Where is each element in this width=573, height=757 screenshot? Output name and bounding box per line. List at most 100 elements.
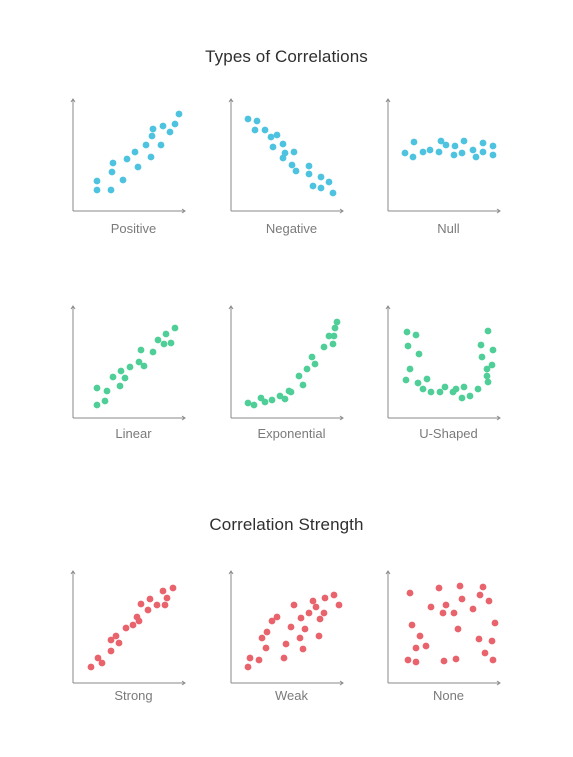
data-point	[412, 644, 420, 652]
data-point	[404, 656, 412, 664]
y-axis-arrow	[70, 305, 76, 310]
data-point	[134, 163, 142, 171]
data-point	[163, 594, 171, 602]
data-point	[171, 324, 179, 332]
data-point	[317, 184, 325, 192]
plot-label-positive: Positive	[110, 221, 157, 236]
data-point	[93, 401, 101, 409]
data-point	[408, 621, 416, 629]
data-point	[93, 384, 101, 392]
data-point	[320, 609, 328, 617]
data-point	[309, 182, 317, 190]
scatter-svg-linear	[70, 305, 186, 421]
data-point	[402, 376, 410, 384]
plot-label-linear: Linear	[115, 426, 152, 441]
data-point	[475, 635, 483, 643]
data-point	[469, 605, 477, 613]
data-point	[458, 149, 466, 157]
data-point	[244, 663, 252, 671]
scatter-plot-none	[385, 570, 513, 696]
y-axis-arrow	[385, 305, 391, 310]
scatter-svg-u-shaped	[385, 305, 501, 421]
x-axis-arrow	[496, 680, 501, 686]
data-point	[301, 625, 309, 633]
data-point	[450, 609, 458, 617]
x-axis-arrow	[181, 208, 186, 214]
data-point	[488, 637, 496, 645]
data-point	[412, 658, 420, 666]
data-point	[246, 654, 254, 662]
data-point	[123, 155, 131, 163]
data-point	[280, 654, 288, 662]
data-point	[485, 597, 493, 605]
data-point	[454, 625, 462, 633]
data-point	[440, 657, 448, 665]
data-point	[303, 365, 311, 373]
data-point	[426, 146, 434, 154]
data-point	[276, 392, 284, 400]
data-point	[312, 603, 320, 611]
data-point	[251, 126, 259, 134]
data-point	[107, 647, 115, 655]
data-point	[279, 140, 287, 148]
data-point	[419, 385, 427, 393]
data-point	[412, 331, 420, 339]
data-point	[103, 387, 111, 395]
data-point	[281, 149, 289, 157]
data-point	[109, 159, 117, 167]
data-point	[87, 663, 95, 671]
data-point	[484, 378, 492, 386]
data-point	[452, 655, 460, 663]
data-point	[244, 399, 252, 407]
section-title-strength: Correlation Strength	[209, 515, 364, 534]
scatter-svg-negative	[228, 98, 344, 214]
data-point	[157, 141, 165, 149]
scatter-plot-linear	[70, 305, 198, 431]
plot-label-weak: Weak	[275, 688, 308, 703]
scatter-svg-strong	[70, 570, 186, 686]
section-title-types: Types of Correlations	[205, 47, 368, 66]
data-point	[415, 350, 423, 358]
data-point	[317, 173, 325, 181]
y-axis-arrow	[385, 98, 391, 103]
data-point	[335, 601, 343, 609]
data-point	[261, 126, 269, 134]
data-point	[442, 141, 450, 149]
x-axis-arrow	[496, 208, 501, 214]
data-point	[410, 138, 418, 146]
x-axis-arrow	[339, 415, 344, 421]
data-point	[108, 168, 116, 176]
data-point	[255, 656, 263, 664]
data-point	[488, 361, 496, 369]
data-point	[479, 583, 487, 591]
data-point	[406, 365, 414, 373]
data-point	[126, 363, 134, 371]
data-point	[109, 373, 117, 381]
data-point	[479, 148, 487, 156]
data-point	[149, 125, 157, 133]
scatter-plot-exponential	[228, 305, 356, 431]
data-point	[423, 375, 431, 383]
scatter-svg-none	[385, 570, 501, 686]
data-point	[147, 153, 155, 161]
data-point	[321, 594, 329, 602]
data-point	[460, 383, 468, 391]
data-point	[107, 636, 115, 644]
data-point	[489, 151, 497, 159]
data-point	[416, 632, 424, 640]
data-point	[287, 623, 295, 631]
data-point	[140, 362, 148, 370]
data-point	[305, 609, 313, 617]
data-point	[122, 624, 130, 632]
data-point	[474, 385, 482, 393]
data-point	[160, 340, 168, 348]
data-point	[175, 110, 183, 118]
x-axis-arrow	[339, 680, 344, 686]
data-point	[469, 146, 477, 154]
data-point	[476, 591, 484, 599]
data-point	[452, 385, 460, 393]
data-point	[414, 379, 422, 387]
data-point	[261, 398, 269, 406]
data-point	[171, 120, 179, 128]
data-point	[297, 614, 305, 622]
